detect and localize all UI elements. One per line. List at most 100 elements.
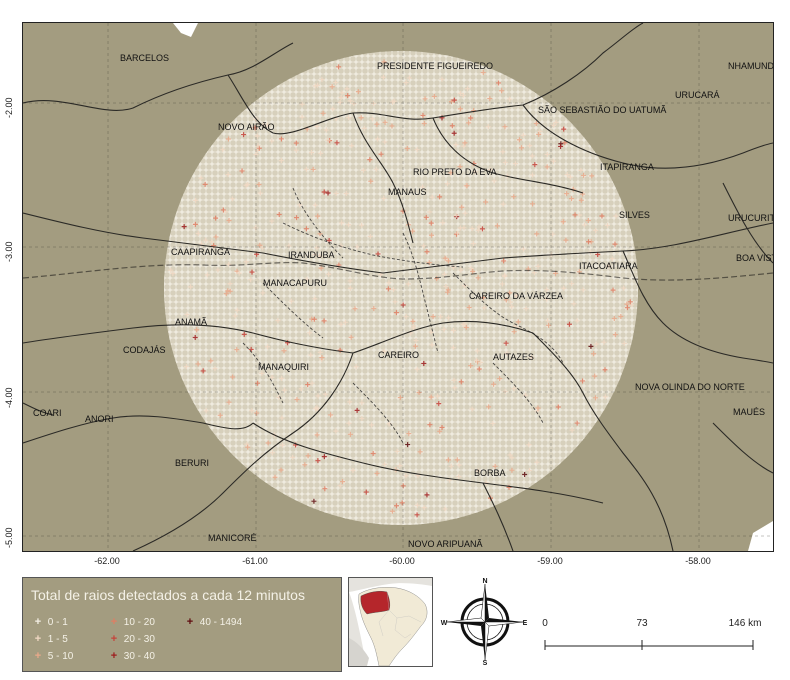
lightning-mark	[386, 280, 392, 286]
map-frame[interactable]: BARCELOS PRESIDENTE FIGUEIREDO NHAMUNDÁ URU…	[22, 22, 774, 552]
lightning-mark	[441, 326, 447, 332]
lightning-mark	[424, 249, 430, 255]
place-label: SILVES	[619, 210, 650, 220]
lightning-mark	[403, 473, 409, 479]
legend-item: + 0 - 1	[31, 616, 68, 628]
lightning-mark	[602, 394, 608, 400]
lightning-mark	[321, 189, 327, 195]
lightning-mark	[414, 366, 420, 372]
lightning-mark	[451, 327, 457, 333]
lightning-mark	[422, 96, 428, 102]
lightning-mark	[610, 287, 616, 293]
lightning-mark	[437, 428, 443, 434]
lightning-mark	[499, 88, 505, 94]
lightning-mark	[269, 218, 275, 224]
place-label: MANACAPURU	[263, 278, 327, 288]
lightning-mark	[183, 364, 189, 370]
lightning-mark	[501, 258, 507, 264]
lightning-mark	[338, 94, 344, 100]
lightning-mark	[534, 459, 540, 465]
graticule	[23, 23, 773, 551]
lightning-mark	[530, 201, 536, 207]
lightning-mark	[406, 75, 412, 81]
lightning-mark	[462, 140, 468, 146]
lightning-mark	[507, 299, 513, 305]
legend-label: 10 - 20	[121, 617, 155, 628]
lightning-mark	[202, 181, 208, 187]
lightning-mark	[312, 202, 318, 208]
lightning-mark	[512, 161, 518, 167]
place-label: CAREIRO DA VÁRZEA	[469, 291, 563, 301]
lightning-mark	[546, 322, 552, 328]
place-label: ANORI	[85, 414, 114, 424]
lightning-mark	[346, 420, 352, 426]
lightning-mark	[293, 140, 299, 146]
lightning-mark	[413, 338, 419, 344]
lightning-mark	[326, 271, 332, 277]
lightning-mark	[491, 178, 497, 184]
lightning-mark	[599, 213, 605, 219]
lightning-mark	[439, 424, 445, 430]
lightning-mark	[474, 357, 480, 363]
lightning-mark	[582, 222, 588, 228]
lightning-mark	[460, 92, 466, 98]
lightning-mark	[269, 138, 275, 144]
north-arrow: N S E W	[440, 578, 530, 667]
lightning-mark	[236, 270, 242, 276]
lightning-mark	[281, 387, 287, 393]
lightning-mark	[448, 170, 454, 176]
lightning-mark	[370, 451, 376, 457]
map-canvas[interactable]: BARCELOS PRESIDENTE FIGUEIREDO NHAMUNDÁ URU…	[23, 23, 773, 551]
lightning-mark	[503, 297, 509, 303]
lightning-mark	[416, 389, 422, 395]
x-tick-label: -60.00	[389, 556, 415, 566]
lightning-mark	[226, 218, 232, 224]
lightning-mark	[471, 108, 477, 114]
lightning-mark	[382, 119, 388, 125]
lightning-mark	[347, 399, 353, 405]
lightning-mark	[188, 284, 194, 290]
lightning-mark	[374, 121, 380, 127]
lightning-mark	[618, 314, 624, 320]
lightning-mark	[374, 470, 380, 476]
lightning-mark	[572, 212, 578, 218]
lightning-mark	[500, 201, 506, 207]
lightning-mark	[427, 209, 433, 215]
lightning-mark	[527, 143, 533, 149]
lightning-mark	[487, 96, 493, 102]
lightning-mark	[389, 123, 395, 129]
lightning-mark	[591, 351, 597, 357]
lightning-mark	[414, 502, 420, 508]
lightning-mark	[588, 343, 594, 349]
lightning-mark	[305, 382, 311, 388]
lightning-mark	[468, 265, 474, 271]
lightning-mark	[265, 440, 271, 446]
lightning-mark	[204, 272, 210, 278]
lightning-mark	[562, 140, 568, 146]
lightning-mark	[317, 349, 323, 355]
lightning-mark	[260, 290, 266, 296]
lightning-mark	[445, 258, 451, 264]
lightning-mark	[367, 157, 373, 163]
lightning-mark	[420, 112, 426, 118]
lightning-mark	[450, 264, 456, 270]
lightning-mark	[333, 79, 339, 85]
lightning-mark	[368, 178, 374, 184]
lightning-mark	[333, 190, 339, 196]
lightning-mark	[375, 136, 381, 142]
lightning-mark	[507, 96, 513, 102]
lightning-mark	[241, 331, 247, 337]
lightning-mark	[612, 241, 618, 247]
radar-coverage	[164, 51, 638, 525]
lightning-mark	[213, 234, 219, 240]
lightning-mark	[347, 278, 353, 284]
lightning-mark	[318, 150, 324, 156]
legend-symbol: +	[34, 616, 42, 628]
lightning-mark	[479, 226, 485, 232]
lightning-mark	[229, 196, 235, 202]
lightning-mark	[349, 143, 355, 149]
lightning-mark	[561, 285, 567, 291]
lightning-mark	[278, 136, 284, 142]
lightning-mark	[367, 233, 373, 239]
place-label: CAAPIRANGA	[171, 247, 230, 257]
